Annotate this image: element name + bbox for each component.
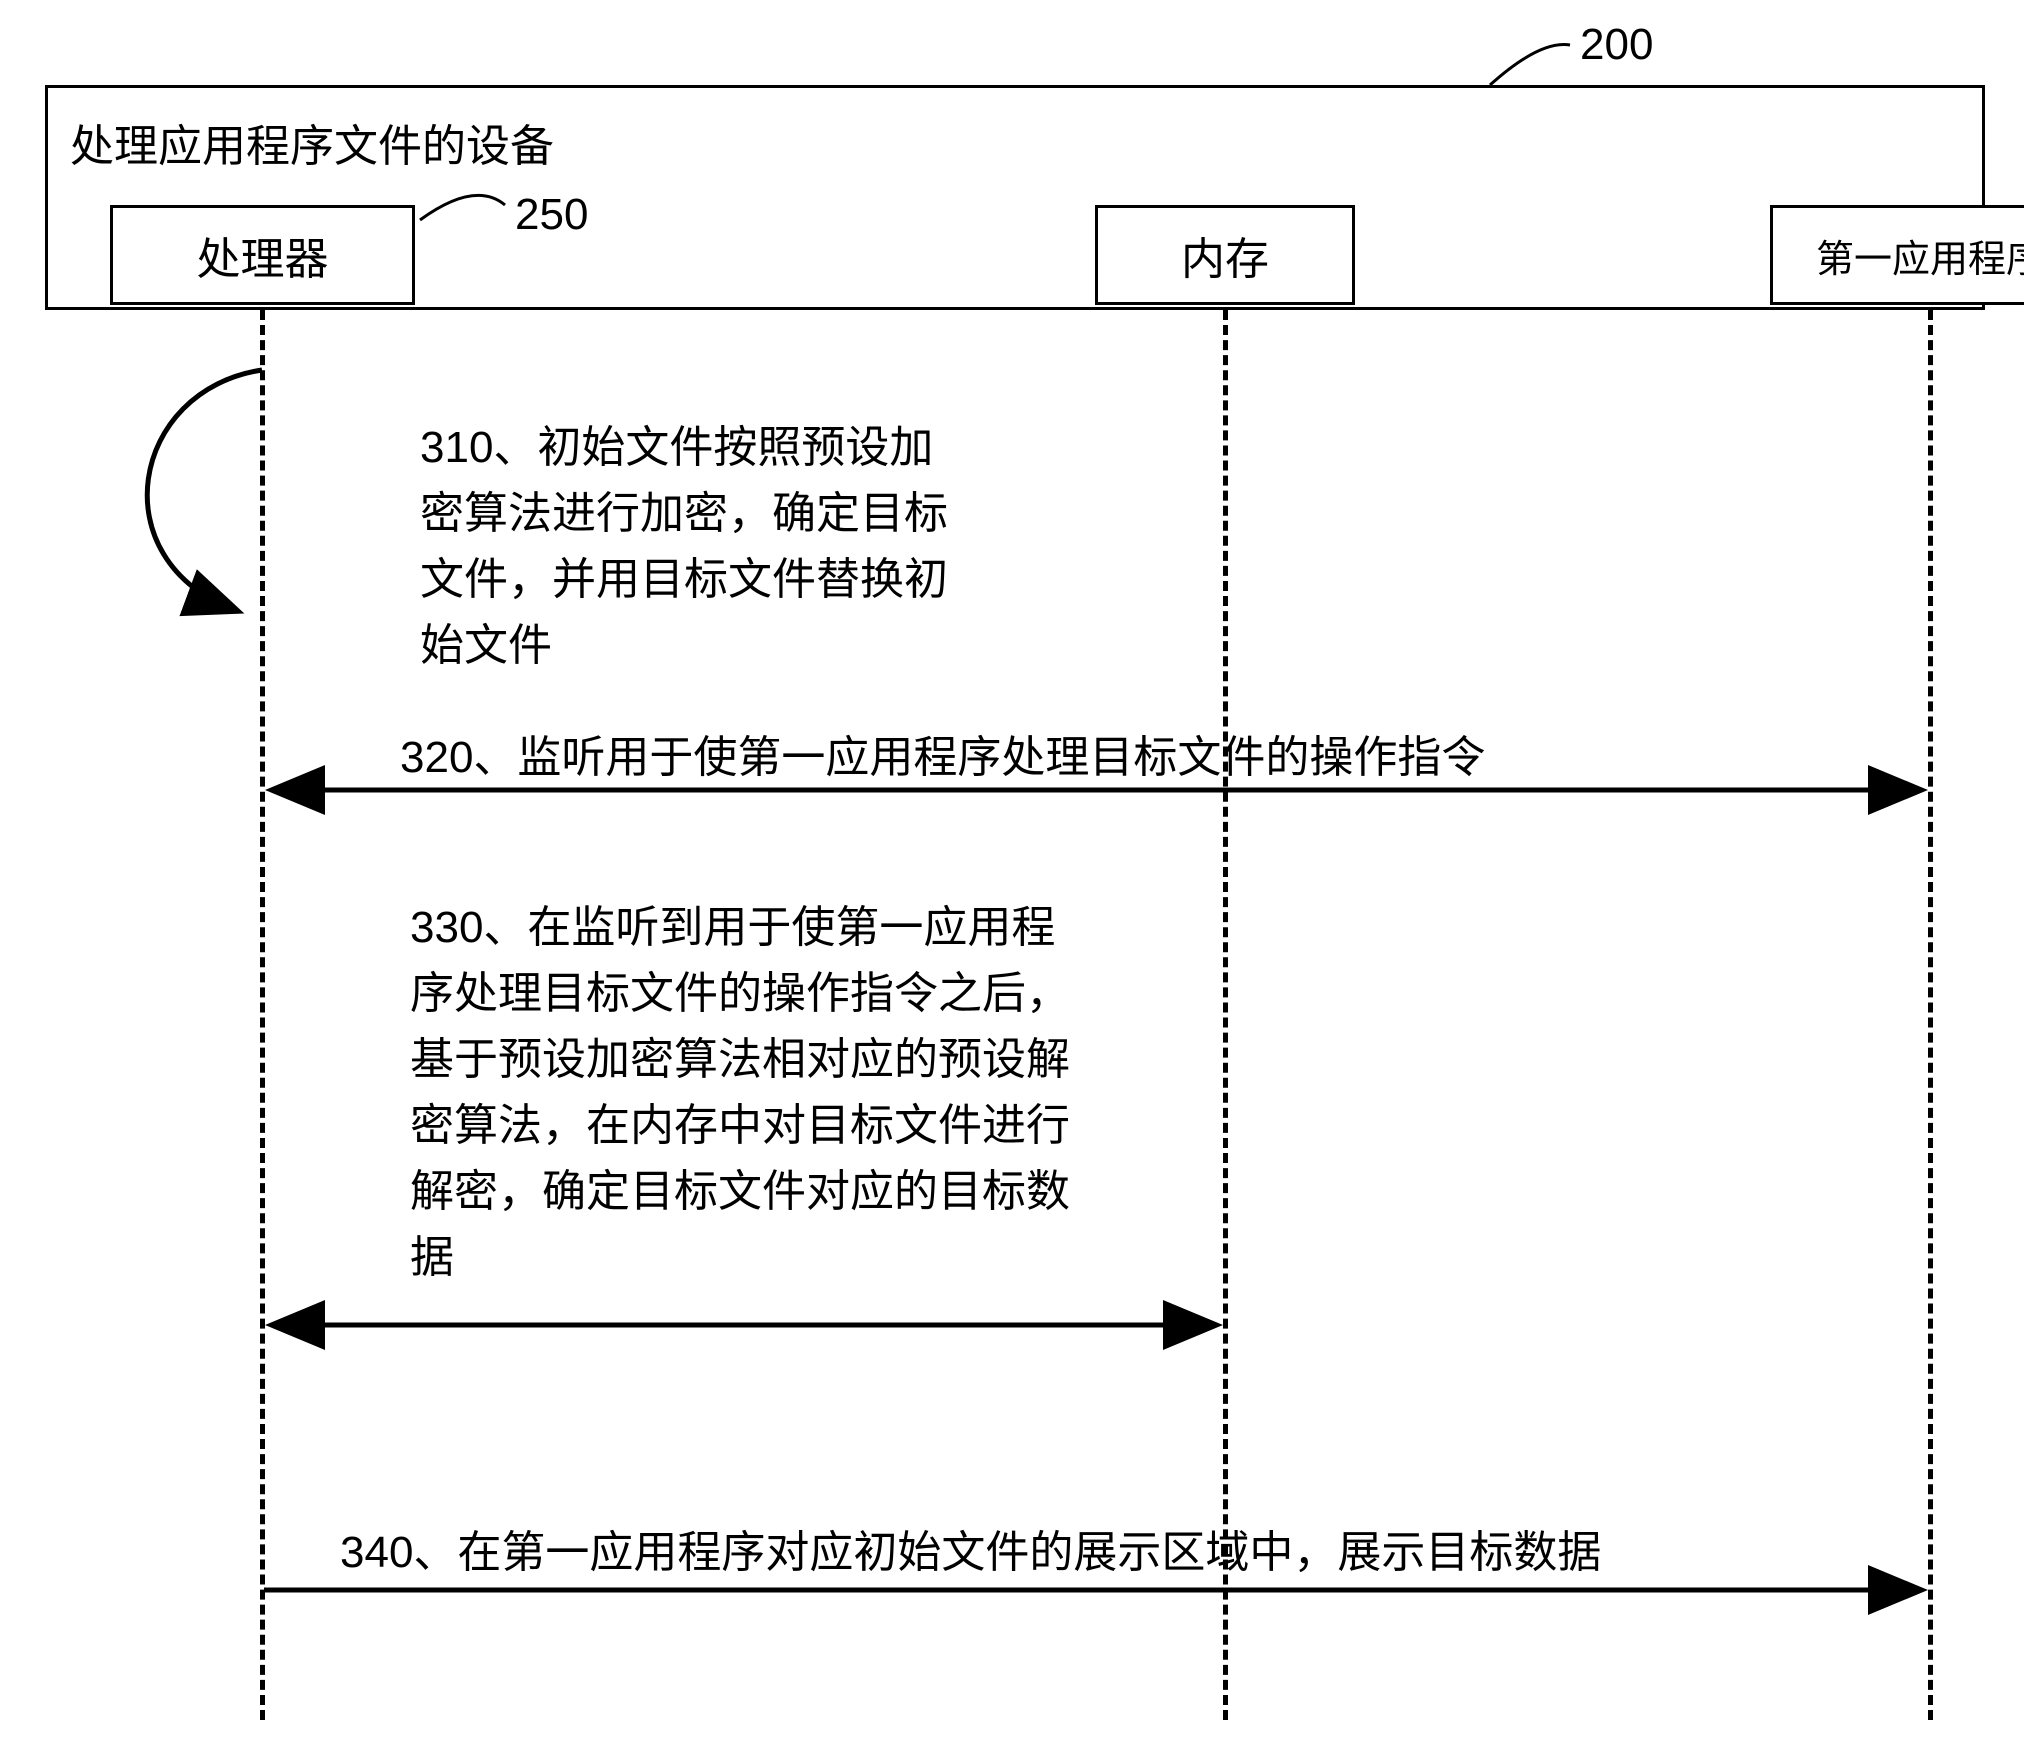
msg-310-arrow (147, 370, 262, 610)
participant-processor-label: 处理器 (197, 223, 329, 287)
participant-memory-label: 内存 (1181, 223, 1269, 287)
participant-app: 第一应用程序 (1770, 205, 2024, 305)
msg-340-text: 340、在第一应用程序对应初始文件的展示区域中，展示目标数据 (340, 1520, 1740, 1586)
ref-200-label: 200 (1580, 20, 1653, 70)
participant-processor: 处理器 (110, 205, 415, 305)
msg-320-text: 320、监听用于使第一应用程序处理目标文件的操作指令 (400, 725, 1600, 791)
msg-310-text: 310、初始文件按照预设加密算法进行加密，确定目标文件，并用目标文件替换初始文件 (420, 415, 950, 679)
lifeline-memory (1223, 310, 1228, 1720)
ref-200-leader (1490, 45, 1570, 86)
container-title: 处理应用程序文件的设备 (70, 110, 554, 174)
msg-330-text: 330、在监听到用于使第一应用程序处理目标文件的操作指令之后，基于预设加密算法相… (410, 895, 1090, 1291)
participant-memory: 内存 (1095, 205, 1355, 305)
lifeline-processor (260, 310, 265, 1720)
lifeline-app (1928, 310, 1933, 1720)
participant-app-label: 第一应用程序 (1816, 228, 2024, 283)
ref-250-label: 250 (515, 190, 588, 240)
